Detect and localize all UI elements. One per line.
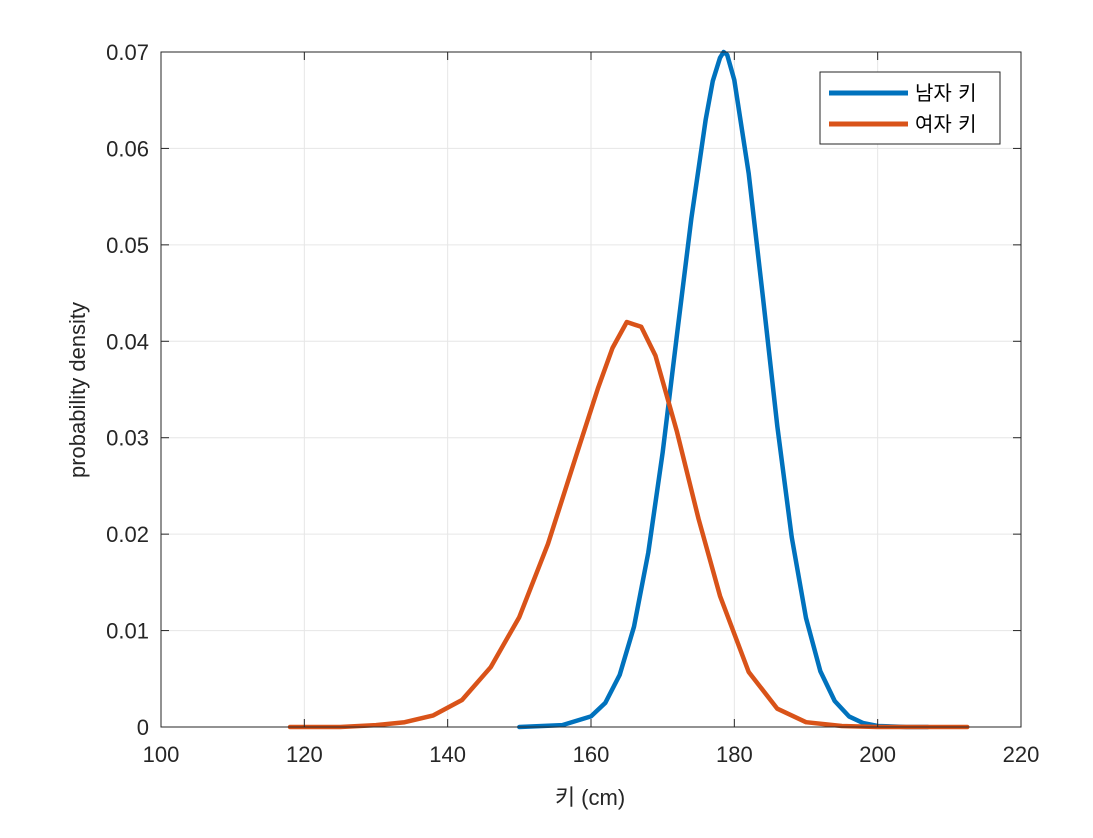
series-line-1 [287,319,970,730]
x-tick-label: 180 [716,742,753,767]
y-tick-label: 0.05 [106,233,149,258]
y-axis-label: probability density [65,302,90,478]
legend-box [819,71,1001,145]
x-tick-label: 160 [573,742,610,767]
x-tick-label: 120 [286,742,323,767]
y-tick-label: 0.04 [106,329,149,354]
y-tick-label: 0.07 [106,40,149,65]
legend-label-women: 여자 키 [915,112,977,136]
ticks-layer [160,51,1022,728]
x-tick-label: 220 [1003,742,1040,767]
series-line-0 [517,49,931,730]
x-tick-label: 140 [429,742,466,767]
x-tick-label: 100 [143,742,180,767]
x-tick-label: 200 [859,742,896,767]
y-tick-label: 0.01 [106,619,149,644]
y-tick-label: 0 [137,715,149,740]
series-layer [287,49,970,730]
tick-labels: 100 120 140 160 180 200 220 0 0.01 0.02 0.03 0.04 0.… [106,40,1039,767]
y-tick-label: 0.06 [106,136,149,161]
legend-label-men: 남자 키 [915,81,977,105]
legend: 남자 키 여자 키 [819,71,1001,145]
y-tick-label: 0.02 [106,522,149,547]
x-axis-label: 키 (cm) [555,785,625,810]
y-tick-label: 0.03 [106,426,149,451]
